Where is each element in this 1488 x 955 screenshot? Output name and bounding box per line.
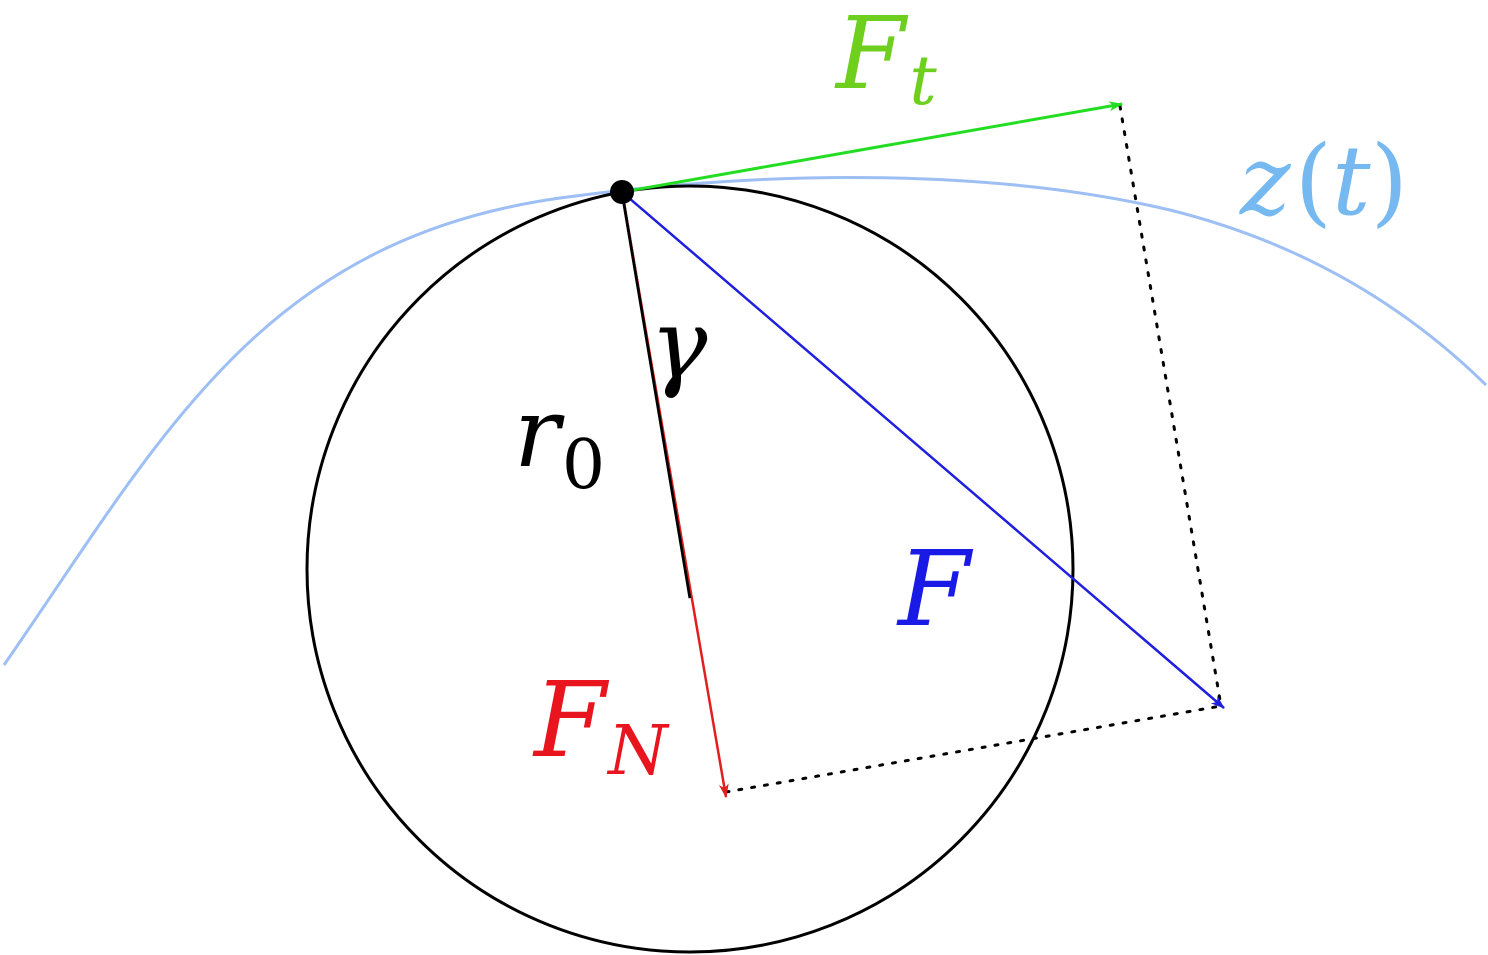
normal-force-label: FN [532,659,670,791]
force-label: F [896,528,974,650]
normal-force-symbol: F [532,659,610,781]
angle-label: γ [650,289,708,401]
force-arrow [621,191,1225,709]
radius-overlay [620,191,692,599]
radius-symbol: r [514,377,565,489]
tangential-force-symbol: F [834,0,909,112]
radius-subscript: 0 [562,426,605,505]
curve-z-of-t [2,175,1488,666]
dotted-guide-normal-to-force [724,704,1223,794]
osculating-circle [305,184,1075,954]
curve-label-name: z [1239,125,1292,237]
tangential-force-arrow [621,101,1123,194]
curve-label-argument: t [1332,125,1371,237]
curve-label: z(t) [1239,125,1408,237]
tangential-force-label: Ft [834,0,937,121]
curve-label-open-paren: ( [1295,125,1332,237]
tangential-force-subscript: t [909,42,937,121]
normal-force-subscript: N [606,712,670,791]
contact-point [610,180,634,204]
curve-label-close-paren: ) [1371,125,1408,237]
dotted-guide-tangent-to-force [1118,104,1223,708]
radius-label: r0 [514,377,605,505]
